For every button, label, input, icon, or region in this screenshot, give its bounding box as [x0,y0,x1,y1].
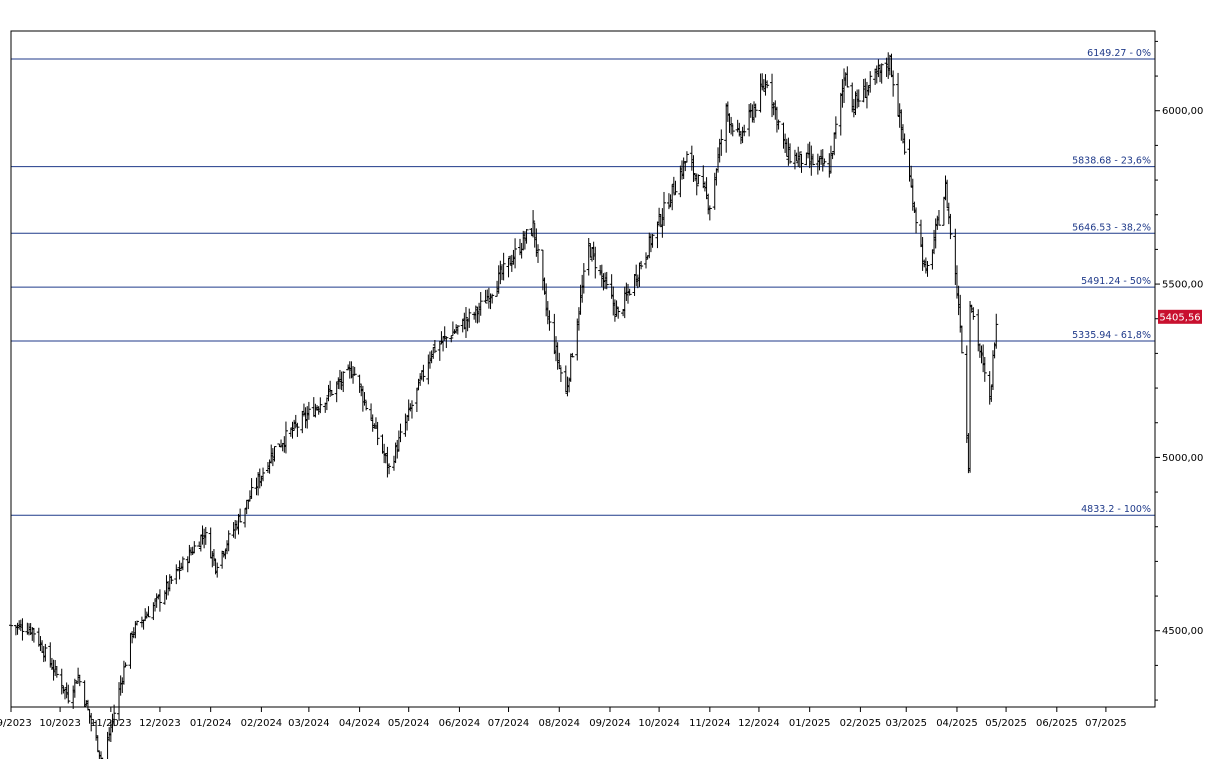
x-tick-label: 03/2024 [288,718,330,729]
x-tick-label: 01/2025 [789,718,831,729]
x-tick-label: 03/2025 [885,718,927,729]
plot-border [10,30,1156,708]
x-tick-label: 12/2024 [738,718,780,729]
x-tick-label: 09/2024 [589,718,631,729]
x-tick-label: 05/2024 [388,718,430,729]
fib-label: 4833.2 - 100% [1081,504,1151,515]
fib-label: 5491.24 - 50% [1081,276,1151,287]
price-bars [9,52,999,763]
x-tick-label: 08/2024 [538,718,580,729]
y-tick-label: 4500,00 [1162,626,1203,637]
x-axis: 09/2023 10/2023 11/2023 12/2023 01/2024 02/20… [0,707,1127,729]
y-tick-label: 6000,00 [1162,106,1203,117]
last-price-marker: 5405,56 [1158,309,1202,324]
x-tick-label: 11/2023 [90,718,132,729]
x-tick-label: 06/2024 [439,718,481,729]
last-price-box [1158,309,1202,324]
fibonacci-levels: 6149.27 - 0% 5838.68 - 23,6% 5646.53 - 38,… [11,48,1155,516]
x-tick-label: 09/2023 [0,718,32,729]
x-tick-label: 06/2025 [1036,718,1078,729]
x-tick-label: 11/2024 [689,718,731,729]
y-tick-label: 5000,00 [1162,453,1203,464]
fib-label: 6149.27 - 0% [1087,48,1151,59]
x-tick-label: 12/2023 [139,718,181,729]
y-tick-label: 5500,00 [1162,280,1203,291]
plot-frame [10,30,1156,708]
x-tick-label: 01/2024 [190,718,232,729]
fib-label: 5335.94 - 61,8% [1072,330,1151,341]
x-tick-label: 05/2025 [985,718,1027,729]
last-price-label: 5405,56 [1159,312,1200,323]
x-tick-label: 07/2024 [488,718,530,729]
y-axis: 4500,00 5000,00 5500,00 6000,00 [1155,40,1203,701]
fib-label: 5838.68 - 23,6% [1072,156,1151,167]
x-tick-label: 04/2024 [339,718,381,729]
x-tick-label: 02/2024 [241,718,283,729]
x-tick-label: 04/2025 [936,718,978,729]
plot-background [11,31,1155,707]
fib-label: 5646.53 - 38,2% [1072,222,1151,233]
x-tick-label: 07/2025 [1085,718,1127,729]
x-tick-label: 10/2024 [638,718,680,729]
x-tick-label: 02/2025 [840,718,882,729]
x-tick-label: 10/2023 [39,718,81,729]
